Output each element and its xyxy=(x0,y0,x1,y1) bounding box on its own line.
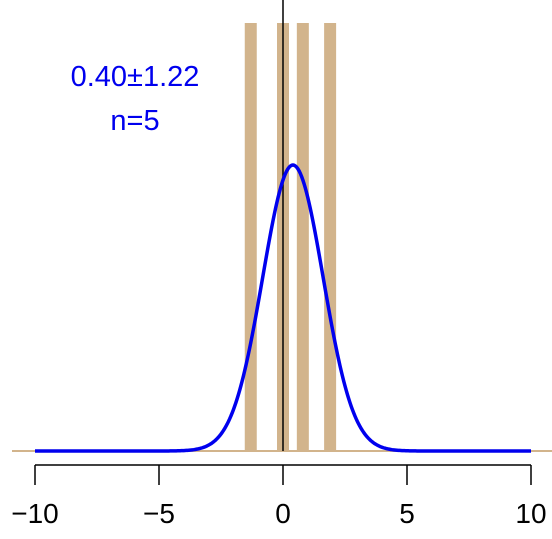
x-axis: −10 −5 0 5 10 xyxy=(11,464,547,529)
bars-layer xyxy=(244,23,337,451)
mean-sd-label: 0.40±1.22 xyxy=(71,61,200,93)
x-axis-tick-marks xyxy=(34,465,532,485)
x-tick-label-0: −10 xyxy=(11,498,59,529)
sample-size-label: n=5 xyxy=(110,105,159,137)
x-axis-tick-labels: −10 −5 0 5 10 xyxy=(11,498,546,529)
x-tick-label-1: −5 xyxy=(143,498,175,529)
x-tick-label-2: 0 xyxy=(275,498,291,529)
density-curve xyxy=(34,163,532,453)
x-tick-label-3: 5 xyxy=(399,498,415,529)
histogram-bar-3 xyxy=(324,23,337,451)
x-tick-label-4: 10 xyxy=(515,498,546,529)
histogram-bar-0 xyxy=(244,23,257,451)
histogram-bar-2 xyxy=(296,23,309,451)
